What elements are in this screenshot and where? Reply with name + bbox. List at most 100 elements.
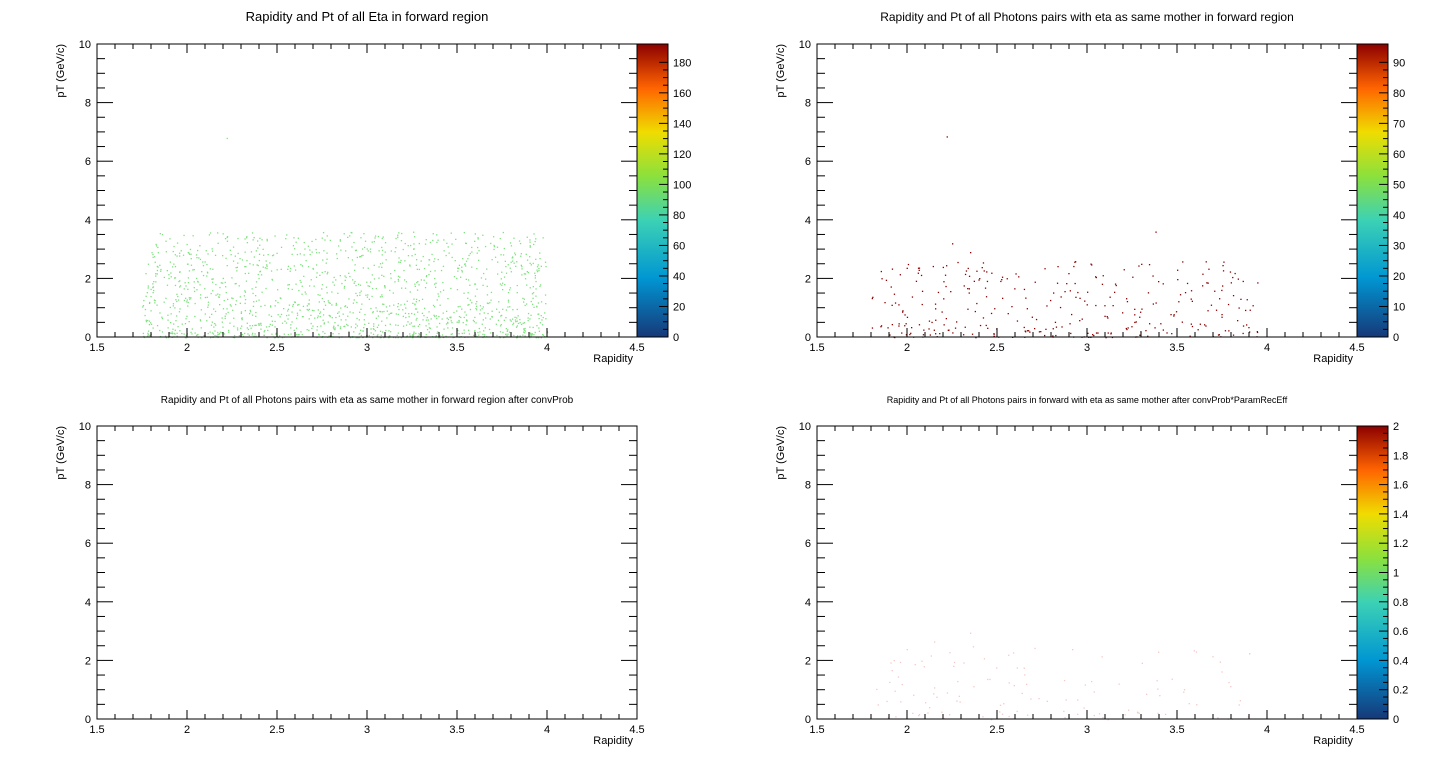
data-cell [355, 323, 357, 325]
data-cell [341, 282, 343, 285]
data-cell [397, 236, 399, 238]
data-cell [545, 318, 547, 320]
data-cell [422, 319, 424, 321]
data-cell [340, 249, 342, 251]
data-cell [884, 302, 886, 304]
data-cell [202, 274, 205, 277]
data-cell [395, 237, 397, 240]
data-cell [148, 320, 151, 322]
data-cell [457, 270, 459, 272]
data-cell [170, 322, 172, 324]
data-cell [255, 281, 258, 283]
data-cell [359, 332, 361, 335]
data-cell [166, 284, 169, 286]
data-cell [513, 262, 515, 264]
data-cell [352, 302, 355, 304]
data-cell [291, 288, 293, 291]
data-cell [233, 337, 236, 339]
data-cell [179, 308, 181, 310]
data-cell [516, 284, 518, 287]
data-cell [204, 296, 207, 299]
data-cell [505, 272, 508, 274]
colorbar-tick-label: 10 [1393, 301, 1405, 313]
data-cell [233, 325, 235, 327]
data-cell [921, 660, 923, 662]
data-cell [1093, 714, 1095, 717]
data-cell [439, 322, 441, 325]
data-cell [400, 336, 402, 339]
y-tick-label: 4 [805, 215, 811, 227]
data-cell [469, 284, 471, 286]
data-cell [169, 332, 171, 334]
data-cell [429, 270, 432, 273]
data-cell [149, 322, 152, 324]
data-cell [349, 275, 351, 278]
data-cell [319, 312, 321, 315]
data-cell [155, 273, 157, 275]
data-cell [388, 330, 390, 332]
data-cell [935, 308, 937, 310]
data-cell [983, 658, 986, 660]
data-cell [405, 324, 408, 326]
data-cell [358, 319, 360, 321]
data-cell [1026, 308, 1028, 310]
data-cell [175, 299, 177, 301]
data-cell [185, 318, 187, 320]
data-cell [541, 324, 544, 326]
data-cell [893, 293, 896, 295]
data-cell [295, 283, 297, 285]
data-cell [406, 300, 408, 302]
data-cell [1148, 264, 1151, 266]
y-tick-label: 6 [805, 156, 811, 168]
data-cell [1125, 327, 1127, 330]
data-cell [906, 267, 908, 269]
data-cell [404, 242, 406, 245]
data-cell [1055, 334, 1057, 337]
x-tick-label: 2.5 [269, 342, 284, 354]
data-cell [905, 323, 907, 325]
data-cell [489, 302, 491, 304]
data-cell [488, 328, 491, 331]
data-cell [1075, 261, 1077, 263]
data-cell [520, 255, 522, 257]
data-cell [356, 325, 358, 327]
data-cell [516, 320, 518, 322]
data-cell [1240, 298, 1242, 300]
data-cell [250, 311, 252, 313]
data-cell [477, 331, 479, 334]
data-cell [486, 285, 488, 287]
x-tick-label: 1.5 [809, 724, 824, 736]
y-tick-label: 2 [805, 273, 811, 285]
data-cell [244, 291, 247, 293]
data-cell [350, 326, 352, 328]
data-cell [348, 330, 350, 333]
data-cell [434, 315, 436, 317]
data-cell [501, 314, 503, 317]
data-cell [515, 321, 517, 323]
data-cell [381, 303, 384, 305]
x-tick-label: 4.5 [1349, 342, 1364, 354]
data-cell [943, 324, 945, 326]
data-cell [343, 287, 345, 289]
data-cell [212, 278, 214, 280]
data-cell [537, 313, 539, 315]
data-cell [236, 270, 238, 272]
data-cell [467, 329, 470, 331]
data-cell [211, 321, 213, 323]
data-cell [540, 337, 542, 339]
data-cell [359, 284, 362, 286]
data-cell [1212, 656, 1214, 658]
data-cell [173, 323, 175, 325]
plot-frame [816, 43, 1358, 338]
data-cell [156, 265, 158, 268]
data-cell [527, 319, 529, 322]
data-cell [206, 320, 208, 322]
data-cell [277, 289, 279, 291]
data-cell [529, 287, 531, 289]
data-cell [161, 331, 164, 333]
data-cell [422, 255, 424, 258]
data-cell [373, 241, 375, 243]
data-cell [482, 319, 484, 321]
data-cell [491, 310, 493, 312]
data-cell [339, 240, 341, 242]
